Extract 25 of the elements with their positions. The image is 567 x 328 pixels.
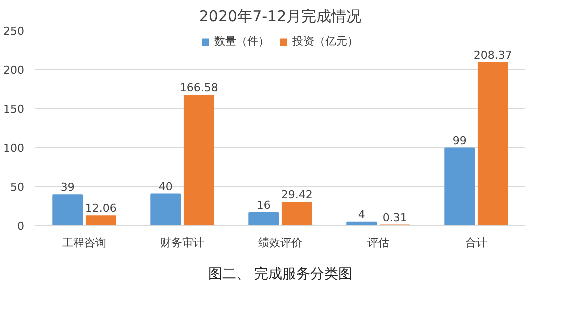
data-label: 0.31: [382, 211, 408, 224]
text: 图二、 完成服务分类图: [208, 266, 353, 282]
y-tick-label: 0: [18, 220, 24, 233]
legend-label: 投资（亿元）: [292, 34, 358, 49]
data-label: 4: [358, 208, 366, 222]
y-tick-label: 100: [4, 142, 25, 155]
x-tick-label: 评估: [368, 236, 390, 250]
x-tick-label: 绩效评价: [258, 236, 302, 250]
data-label: 208.37: [474, 48, 512, 62]
x-tick-label: 工程咨询: [62, 236, 106, 250]
data-label: 29.42: [281, 188, 313, 202]
legend-label: 数量（件）: [214, 34, 270, 49]
data-label: 166.58: [180, 82, 218, 95]
chart-title: 2020年7-12月完成情况: [199, 8, 362, 26]
y-tick-label: 50: [10, 181, 25, 194]
x-tick-label: 财务审计: [160, 236, 204, 250]
y-tick-label: 200: [4, 64, 25, 77]
data-label: 40: [158, 180, 173, 194]
data-label: 16: [256, 199, 271, 212]
y-tick-label: 150: [4, 103, 25, 116]
data-label: 99: [452, 134, 467, 148]
y-tick-label: 250: [4, 25, 25, 38]
x-tick-label: 合计: [466, 236, 488, 250]
data-label: 12.06: [85, 202, 117, 216]
data-label: 39: [60, 181, 75, 194]
